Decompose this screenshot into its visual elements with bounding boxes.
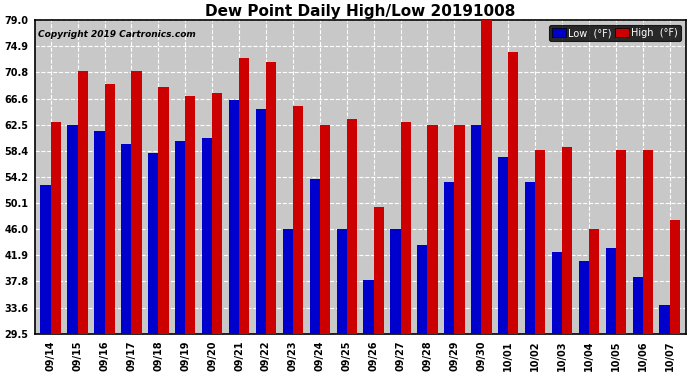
Bar [266,62,276,334]
Bar [509,52,518,334]
Bar [374,207,384,334]
Bar [41,185,50,334]
Bar [202,138,212,334]
Bar [535,150,545,334]
Bar [131,71,141,334]
Bar [347,118,357,334]
Bar [579,261,589,334]
Bar [417,245,428,334]
Bar [364,280,374,334]
Bar [589,230,599,334]
Bar [293,106,303,334]
Bar [525,182,535,334]
Bar [633,277,643,334]
Bar [239,58,249,334]
Title: Dew Point Daily High/Low 20191008: Dew Point Daily High/Low 20191008 [205,4,515,19]
Bar [337,230,347,334]
Bar [562,147,572,334]
Bar [185,96,195,334]
Bar [77,71,88,334]
Bar [498,156,509,334]
Bar [229,99,239,334]
Bar [552,252,562,334]
Bar [50,122,61,334]
Bar [158,87,168,334]
Bar [391,230,401,334]
Bar [68,125,77,334]
Bar [401,122,411,334]
Bar [444,182,455,334]
Bar [175,141,185,334]
Bar [455,125,464,334]
Bar [643,150,653,334]
Bar [283,230,293,334]
Bar [121,144,131,334]
Text: Copyright 2019 Cartronics.com: Copyright 2019 Cartronics.com [38,30,195,39]
Bar [471,125,482,334]
Legend: Low  (°F), High  (°F): Low (°F), High (°F) [549,25,681,41]
Bar [482,20,491,334]
Bar [310,179,320,334]
Bar [256,109,266,334]
Bar [670,220,680,334]
Bar [606,248,616,334]
Bar [616,150,626,334]
Bar [428,125,437,334]
Bar [148,153,158,334]
Bar [320,125,330,334]
Bar [660,306,670,334]
Bar [212,93,222,334]
Bar [104,84,115,334]
Bar [95,131,104,334]
